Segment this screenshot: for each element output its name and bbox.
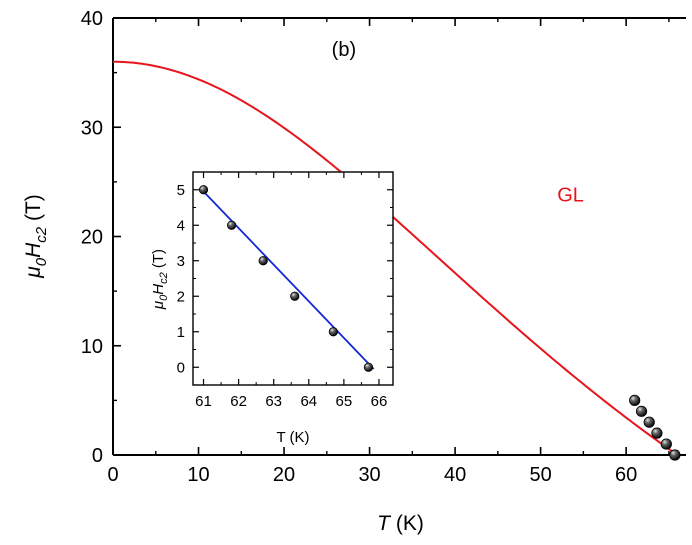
inset-data-point [226, 220, 237, 230]
panel-label: (b) [332, 39, 356, 61]
y-tick-label: 30 [81, 117, 103, 139]
gl-label: GL [557, 185, 584, 207]
y-tick-label: 20 [81, 227, 103, 249]
inset-data-point [328, 327, 338, 337]
y-tick-label: 0 [92, 445, 103, 467]
data-point [651, 427, 663, 439]
data-point [669, 449, 681, 461]
x-tick-label: 10 [187, 464, 209, 486]
inset-y-tick-label: 3 [177, 253, 185, 270]
inset-data-point [258, 256, 268, 266]
data-point [629, 394, 641, 406]
x-tick-label: 50 [529, 464, 551, 486]
inset-x-tick-label: 66 [371, 393, 388, 410]
x-tick-label: 0 [107, 464, 118, 486]
inset-y-tick-label: 0 [177, 359, 185, 376]
inset-data-point [290, 291, 300, 301]
x-tick-label: 30 [358, 464, 380, 486]
x-tick-label: 20 [273, 464, 295, 486]
inset-x-tick-label: 65 [336, 393, 353, 410]
inset-plot: 61 62 63 64 65 66 0 1 2 3 4 5 T (K) μ0Hc2 (T) [150, 171, 394, 446]
x-tick-label: 40 [444, 464, 466, 486]
inset-x-tick-label: 62 [230, 393, 247, 410]
data-point [660, 438, 672, 450]
y-tick-label: 10 [81, 336, 103, 358]
inset-y-axis-title: μ0Hc2 (T) [150, 249, 170, 310]
data-point [635, 405, 648, 417]
inset-data-point [198, 185, 209, 195]
inset-y-tick-label: 4 [177, 217, 185, 234]
inset-y-tick-label: 1 [177, 324, 185, 341]
y-tick-label: 40 [81, 8, 103, 30]
inset-x-tick-label: 63 [265, 393, 282, 410]
x-axis-title: T (K) [377, 512, 424, 535]
inset-x-axis-title: T (K) [276, 429, 309, 446]
y-axis-title: μ0Hc2 (T) [22, 194, 50, 279]
inset-data-point [363, 362, 374, 372]
inset-x-tick-label: 64 [300, 393, 317, 410]
inset-x-tick-label: 61 [195, 393, 212, 410]
data-point [643, 416, 655, 428]
inset-y-tick-label: 2 [177, 288, 185, 305]
gl-curve [112, 60, 679, 456]
inset-frame [192, 171, 394, 386]
x-tick-label: 60 [615, 464, 637, 486]
inset-y-tick-label: 5 [177, 182, 185, 199]
